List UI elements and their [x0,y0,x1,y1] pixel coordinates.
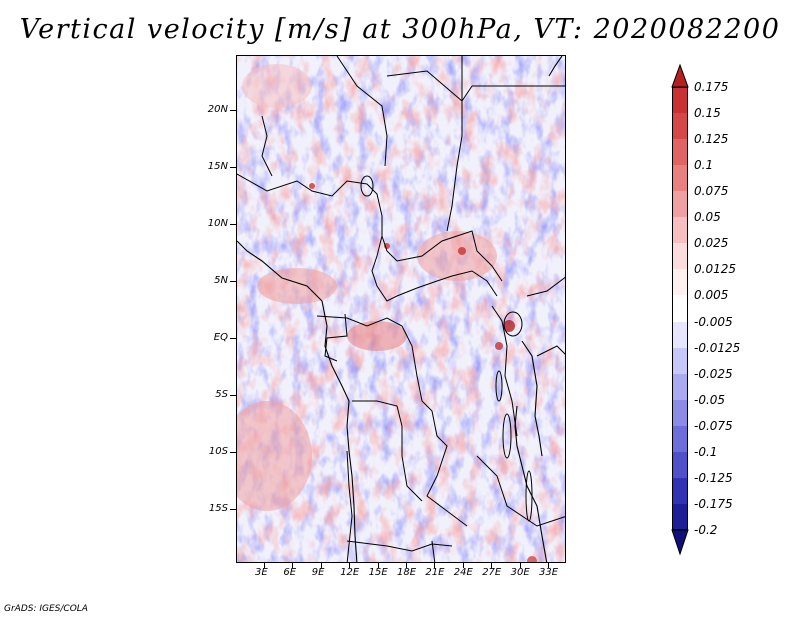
lon-tick [491,563,493,568]
lon-label: 12E [340,567,360,578]
colorbar-label: -0.1 [694,444,718,459]
lon-label: 18E [397,567,417,578]
lon-tick [406,563,407,568]
lat-label: EQ [213,332,228,343]
lat-label: 15S [208,503,228,514]
lon-tick [548,563,549,568]
lon-tick [434,563,436,568]
coastlines [237,56,563,562]
lat-label: 15N [207,161,228,172]
colorbar-label: -0.175 [694,496,733,511]
lat-tick [230,224,236,225]
colorbar-label: 0.0125 [694,262,736,277]
lon-label: 3E [255,567,268,578]
colorbar-label: -0.2 [694,523,718,537]
lat-label: 5N [214,275,228,286]
colorbar-max-arrow [671,63,689,88]
colorbar-label: 0.025 [694,236,729,251]
lat-tick [230,452,236,453]
colorbar-label: 0.125 [694,132,729,147]
lon-label: 21E [425,567,445,578]
colorbar-label: -0.005 [694,314,733,329]
lon-tick [462,563,464,568]
strong-ascent-cores [309,183,537,562]
colorbar-label: 0.15 [694,106,721,121]
lon-tick [519,563,521,568]
lon-tick [264,563,265,568]
vertical-velocity-map [237,56,565,562]
colorbar-min-arrow [671,529,689,556]
colorbar-label: -0.0125 [694,340,741,355]
lat-label: 10N [207,218,228,229]
lon-tick [320,563,322,568]
colorbar-label: 0.005 [694,288,729,303]
lat-label: 20N [207,104,228,115]
country-borders [237,56,565,562]
lakes [360,175,533,522]
colorbar-label: -0.025 [694,366,733,381]
lon-tick [377,563,379,568]
lon-tick [292,563,294,568]
lon-label: 27E [482,567,502,578]
lat-tick [230,281,236,282]
lat-label: 10S [208,446,228,457]
chart-title: Vertical velocity [m/s] at 300hPa, VT: 2… [19,14,781,45]
colorbar-label: 0.075 [694,184,729,199]
lon-label: 6E [283,567,297,578]
colorbar-label: 0.1 [694,158,714,173]
lon-label: 33E [539,567,559,578]
lon-label: 9E [311,567,325,578]
lat-tick [230,167,236,168]
lat-tick [230,338,236,339]
lat-tick [230,110,236,111]
colorbar-label: -0.075 [694,418,733,433]
lat-label: 5S [215,389,228,400]
colorbar-label: 0.05 [694,210,721,225]
footer-credit: GrADS: IGES/COLA [4,604,88,614]
lon-tick [349,563,351,568]
colorbar-label: -0.05 [694,392,726,407]
colorbar-label: 0.175 [694,80,729,94]
ascent-patches [237,64,497,511]
lon-label: 15E [368,567,388,578]
map-panel [236,55,566,563]
colorbar-frame [672,87,688,530]
colorbar-label: -0.125 [694,470,733,485]
lat-tick [230,395,236,396]
lon-label: 24E [453,567,473,578]
lat-tick [230,509,236,510]
lon-label: 30E [510,567,530,578]
